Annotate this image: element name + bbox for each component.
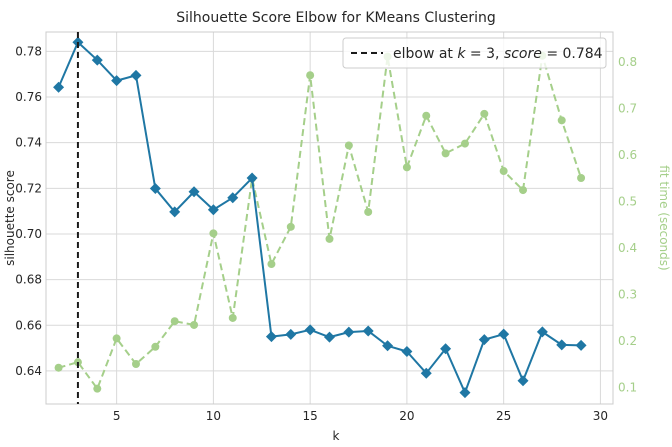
legend-k-eq: = 3, [465,46,503,62]
silhouette-point [459,387,471,399]
silhouette-point [111,75,123,87]
fit-time-point [267,260,276,269]
fit-time-point [577,174,586,183]
x-axis-ticks: 5 10 15 20 25 30 [113,409,608,423]
x-axis-label: k [333,429,340,443]
fit-time-point [402,163,411,172]
fit-time-line [58,54,583,390]
legend-prefix: elbow at [393,46,457,62]
fit-time-point [460,139,469,148]
legend: elbow at k = 3, score = 0.784 [342,37,607,69]
silhouette-point [91,54,103,66]
y-axis-label: silhouette score [3,170,17,266]
legend-box [342,37,607,69]
silhouette-point [382,340,394,352]
silhouette-point [440,343,452,355]
silhouette-point [556,339,568,351]
silhouette-point [401,346,413,358]
silhouette-point [227,192,239,204]
silhouette-point [169,206,181,218]
silhouette-point [285,328,297,340]
legend-label: elbow at k = 3, score = 0.784 [393,46,603,62]
fit-time-point [344,141,353,150]
fit-time-point [286,222,295,231]
silhouette-series [53,36,587,399]
fit-time-point [519,186,528,195]
silhouette-point [207,204,219,216]
silhouette-point [265,331,277,343]
fit-time-point [151,342,160,351]
x-tick-label: 30 [593,409,608,423]
silhouette-point [478,334,490,346]
silhouette-point [149,183,161,195]
y2-tick-label: 0.3 [618,288,637,302]
silhouette-point [362,325,374,337]
silhouette-point [246,172,258,184]
silhouette-point [324,331,335,343]
y2-tick-label: 0.5 [618,195,637,209]
y2-tick-label: 0.1 [618,381,637,395]
fit-time-point [93,384,102,393]
fit-time-point [557,116,566,125]
x-tick-label: 15 [303,409,318,423]
x-tick-label: 5 [113,409,121,423]
x-tick-label: 20 [399,409,414,423]
chart-title: Silhouette Score Elbow for KMeans Cluste… [176,10,496,26]
y2-axis-ticks: 0.1 0.2 0.3 0.4 0.5 0.6 0.7 0.8 [618,55,637,395]
silhouette-point [130,69,142,81]
fit-time-point [364,207,373,216]
x-tick-label: 25 [496,409,511,423]
y2-tick-label: 0.8 [618,55,637,69]
plot-border [45,31,614,405]
silhouette-line [57,41,582,394]
y-tick-label: 0.78 [15,44,42,58]
silhouette-point [498,328,510,340]
silhouette-point [304,324,316,336]
legend-score-eq: = 0.784 [542,46,603,62]
fit-time-point [422,111,431,120]
y-tick-label: 0.66 [15,318,42,332]
y2-axis-label: fit time (seconds) [657,165,671,270]
fit-time-point [499,167,508,176]
fit-time-point [325,234,334,243]
fit-time-point [480,109,489,118]
y-tick-label: 0.68 [15,273,42,287]
y-tick-label: 0.74 [15,136,42,150]
y2-tick-label: 0.2 [618,334,637,348]
fit-time-point [112,334,121,343]
y-axis-ticks: 0.64 0.66 0.68 0.70 0.72 0.74 0.76 0.78 [15,44,42,378]
y-tick-label: 0.70 [15,227,42,241]
fit-time-point [54,363,63,372]
silhouette-point [536,326,548,338]
fit-time-point [209,229,218,238]
x-tick-label: 10 [206,409,221,423]
legend-score-var: score [504,46,542,62]
y-tick-label: 0.64 [15,364,42,378]
legend-k-var: k [457,46,466,62]
y-tick-label: 0.76 [15,90,42,104]
fit-time-point [190,320,199,329]
y2-tick-label: 0.4 [618,241,637,255]
y2-tick-label: 0.7 [618,102,637,116]
fit-time-series [54,51,586,393]
fit-time-point [228,313,237,322]
silhouette-point [343,326,355,338]
fit-time-point [170,317,179,326]
silhouette-point [575,339,587,351]
fit-time-point [131,360,140,369]
silhouette-point [53,81,65,93]
fit-time-point [306,71,315,80]
silhouette-point [420,367,432,379]
silhouette-point [188,186,200,198]
plot-frame [45,31,614,405]
fit-time-point [441,149,450,158]
y-tick-label: 0.72 [15,181,42,195]
silhouette-point [517,375,529,387]
y2-tick-label: 0.6 [618,148,637,162]
